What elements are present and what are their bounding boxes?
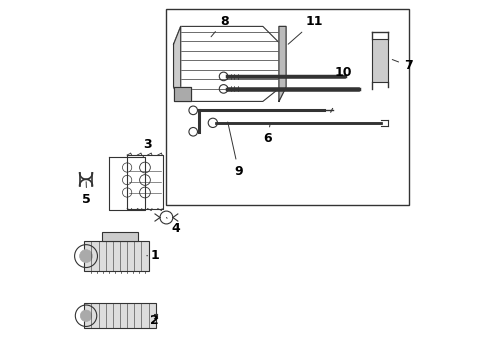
Text: 7: 7 — [392, 59, 413, 72]
Text: 11: 11 — [288, 14, 323, 44]
Text: 8: 8 — [211, 14, 229, 37]
Text: 9: 9 — [228, 122, 243, 177]
Circle shape — [80, 310, 92, 321]
Bar — [84, 241, 148, 271]
Text: 3: 3 — [143, 138, 152, 157]
Bar — [167, 9, 409, 205]
Text: 5: 5 — [82, 182, 91, 206]
Bar — [84, 303, 156, 328]
Text: 2: 2 — [150, 314, 159, 327]
Text: 4: 4 — [167, 217, 180, 235]
Bar — [372, 39, 388, 82]
Circle shape — [79, 249, 93, 262]
Polygon shape — [173, 87, 192, 102]
Polygon shape — [279, 26, 286, 102]
Polygon shape — [173, 26, 181, 102]
Text: 6: 6 — [263, 125, 271, 145]
Bar — [102, 232, 138, 241]
Text: 10: 10 — [326, 66, 352, 79]
Text: 1: 1 — [147, 249, 159, 262]
